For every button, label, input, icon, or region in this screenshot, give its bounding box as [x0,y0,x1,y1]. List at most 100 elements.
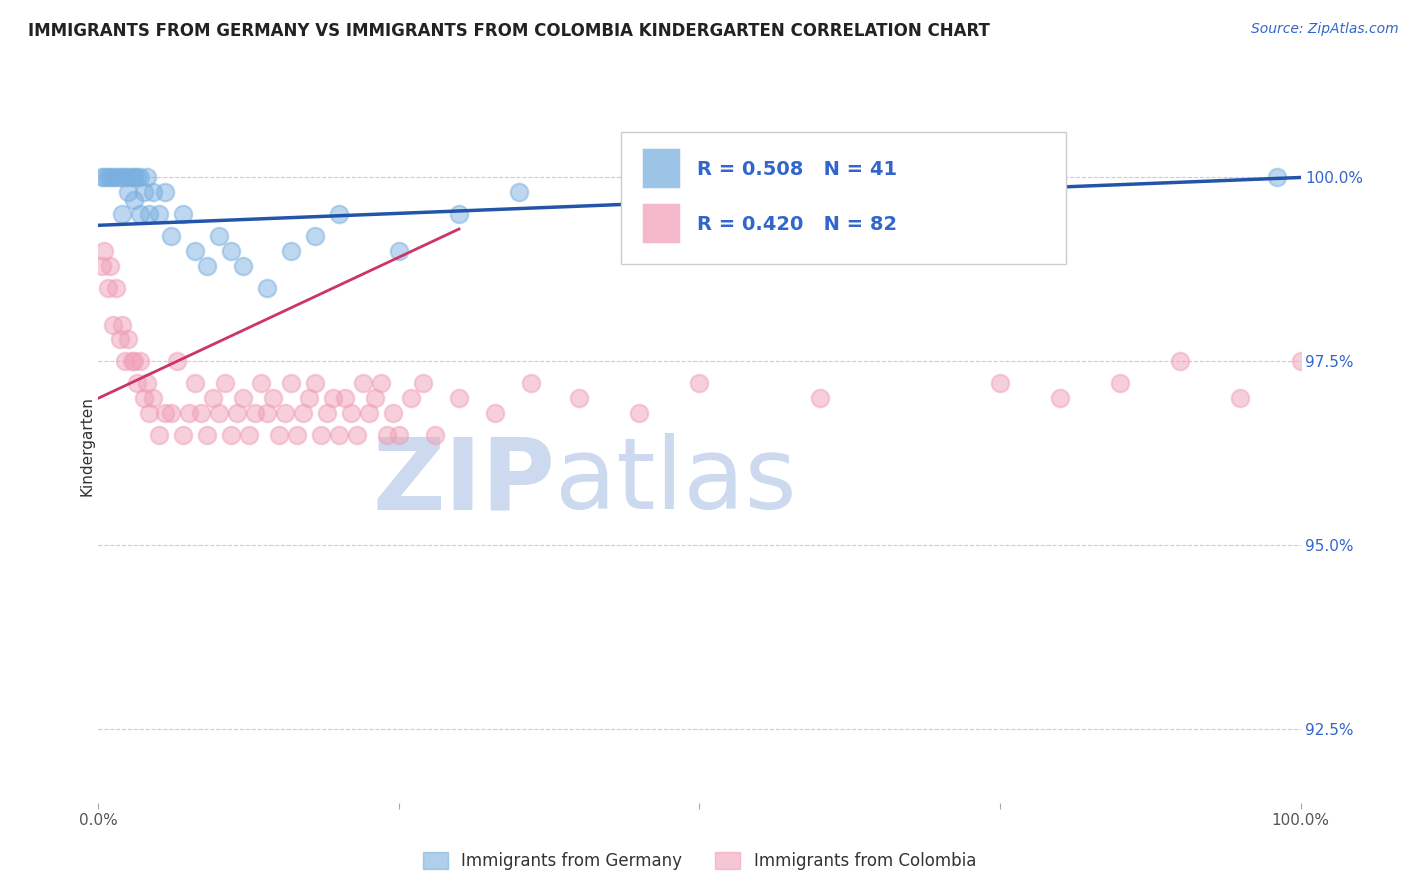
Point [100,259,122,273]
Point [117,332,139,346]
Point [280,244,302,258]
Point [243,406,266,420]
Point [388,244,411,258]
Point [135,170,157,185]
Point [111,318,134,332]
Point [988,207,1011,221]
Point [249,376,271,391]
Point [219,428,242,442]
Point [808,391,831,405]
Point [172,428,194,442]
Text: ZIP: ZIP [373,434,555,530]
Point [153,185,176,199]
Point [208,406,231,420]
Point [309,428,332,442]
Point [159,229,181,244]
Point [238,428,260,442]
Text: R = 0.420   N = 82: R = 0.420 N = 82 [697,215,897,235]
Point [124,354,146,368]
Point [568,391,591,405]
Point [484,406,506,420]
Point [190,406,212,420]
Bar [641,203,681,243]
Point [195,259,218,273]
Point [97,281,120,295]
Point [1049,391,1071,405]
Point [117,170,139,185]
Point [285,428,308,442]
Point [370,376,392,391]
Point [322,391,344,405]
Point [689,376,711,391]
Point [315,406,337,420]
Point [148,207,170,221]
Point [256,406,278,420]
Point [364,391,387,405]
Point [508,185,530,199]
Point [111,170,134,185]
Point [125,376,148,391]
Point [148,428,170,442]
Point [304,229,326,244]
Point [153,406,176,420]
Point [304,376,326,391]
Point [172,207,194,221]
Point [214,376,236,391]
Point [93,170,115,185]
Point [232,391,254,405]
Point [298,391,321,405]
Point [124,170,146,185]
Point [101,170,124,185]
Point [988,376,1011,391]
Point [105,281,128,295]
Point [100,170,122,185]
Point [177,406,200,420]
Point [748,229,770,244]
Point [1170,354,1192,368]
Point [628,406,651,420]
Point [114,354,136,368]
Point [1289,354,1312,368]
Point [121,354,143,368]
Point [412,376,434,391]
Point [333,391,356,405]
Point [262,391,284,405]
Point [124,193,146,207]
Legend: Immigrants from Germany, Immigrants from Colombia: Immigrants from Germany, Immigrants from… [416,845,983,877]
Point [280,376,302,391]
Point [91,170,114,185]
Point [97,170,120,185]
Point [108,170,131,185]
Point [346,428,368,442]
Point [267,428,290,442]
Point [340,406,363,420]
Point [195,428,218,442]
Point [114,170,136,185]
Point [91,259,114,273]
Bar [641,148,681,187]
Point [121,170,143,185]
Point [129,207,152,221]
Text: IMMIGRANTS FROM GERMANY VS IMMIGRANTS FROM COLOMBIA KINDERGARTEN CORRELATION CHA: IMMIGRANTS FROM GERMANY VS IMMIGRANTS FR… [28,22,990,40]
Point [138,207,160,221]
Point [201,391,224,405]
Point [291,406,314,420]
Point [219,244,242,258]
Point [105,170,128,185]
Point [125,170,148,185]
Point [129,354,152,368]
Point [232,259,254,273]
Point [93,244,115,258]
Point [423,428,446,442]
Text: R = 0.508   N = 41: R = 0.508 N = 41 [697,161,897,179]
Point [183,244,205,258]
Text: Source: ZipAtlas.com: Source: ZipAtlas.com [1251,22,1399,37]
Point [520,376,543,391]
Point [274,406,297,420]
Point [166,354,188,368]
Point [111,207,134,221]
Point [352,376,374,391]
Point [399,391,422,405]
Point [108,332,131,346]
Point [388,428,411,442]
